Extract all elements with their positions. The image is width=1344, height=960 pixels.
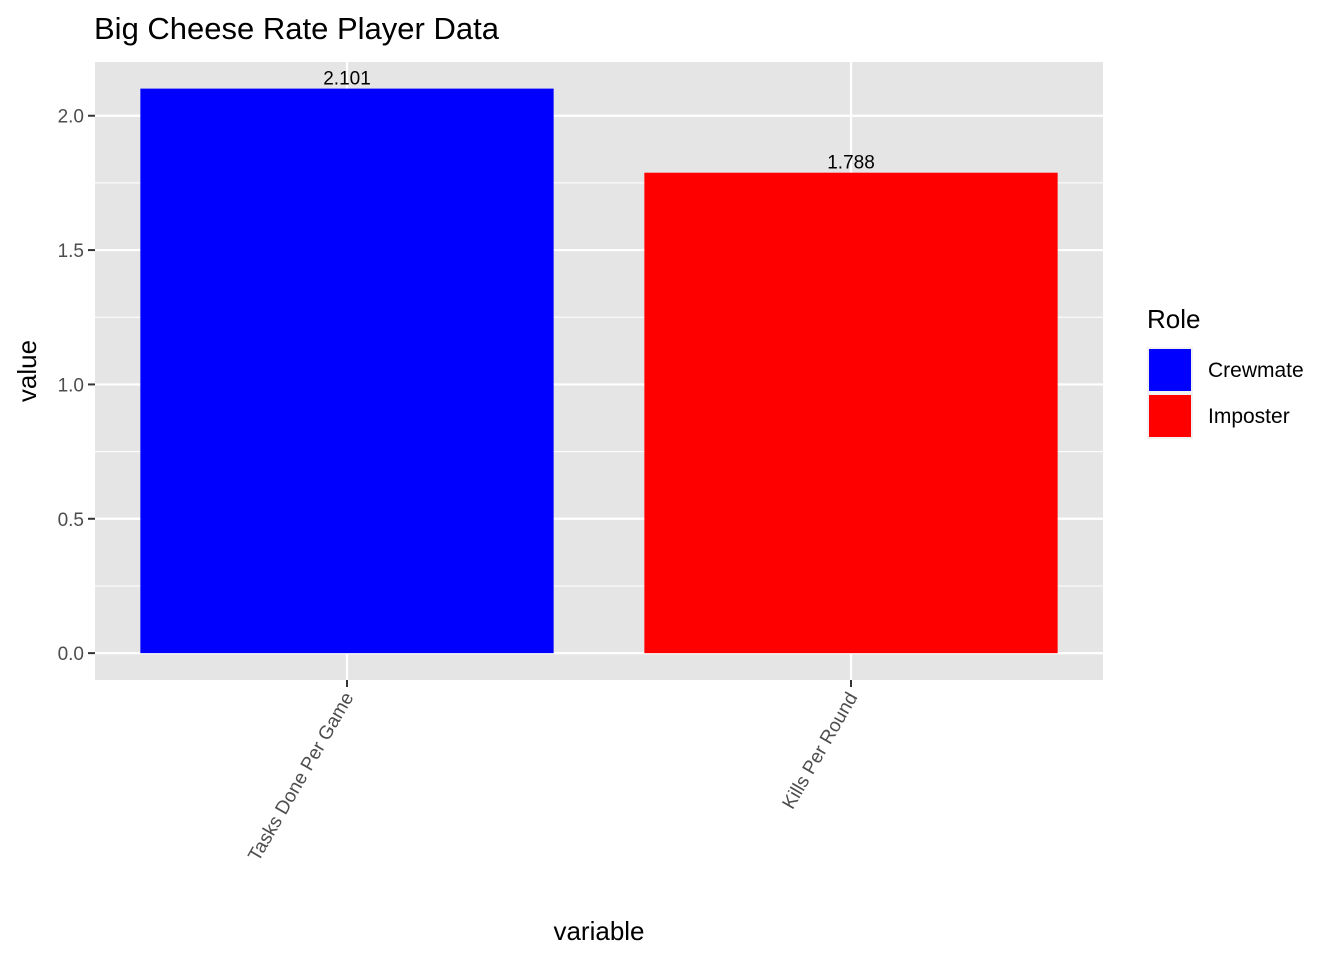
legend-swatch	[1149, 349, 1191, 391]
x-tick-label: Tasks Done Per Game	[245, 689, 359, 865]
y-axis: 0.0 0.5 1.0 1.5 2.0	[58, 107, 95, 665]
y-tick-label: 1.5	[58, 241, 84, 262]
y-tick-label: 0.5	[58, 510, 84, 531]
legend-swatch	[1149, 395, 1191, 437]
x-tick-label: Kills Per Round	[779, 689, 863, 813]
legend-label: Crewmate	[1208, 359, 1304, 382]
legend-entries: Crewmate Imposter	[1147, 347, 1304, 439]
legend-title: Role	[1147, 304, 1200, 334]
bar	[140, 88, 554, 654]
bar	[644, 172, 1058, 654]
x-axis: Tasks Done Per Game Kills Per Round	[245, 680, 863, 865]
data-label: 1.788	[827, 153, 875, 174]
y-tick-label: 2.0	[58, 107, 84, 128]
y-tick-label: 1.0	[58, 375, 84, 396]
legend: Role Crewmate Imposter	[1147, 304, 1304, 439]
data-label: 2.101	[323, 69, 371, 90]
chart-title: Big Cheese Rate Player Data	[94, 11, 500, 46]
data-labels: 2.101 1.788	[323, 69, 875, 174]
y-tick-label: 0.0	[58, 644, 84, 665]
bars	[140, 88, 1058, 654]
legend-label: Imposter	[1208, 405, 1290, 428]
x-axis-title: variable	[553, 916, 644, 946]
y-axis-title: value	[12, 340, 42, 402]
